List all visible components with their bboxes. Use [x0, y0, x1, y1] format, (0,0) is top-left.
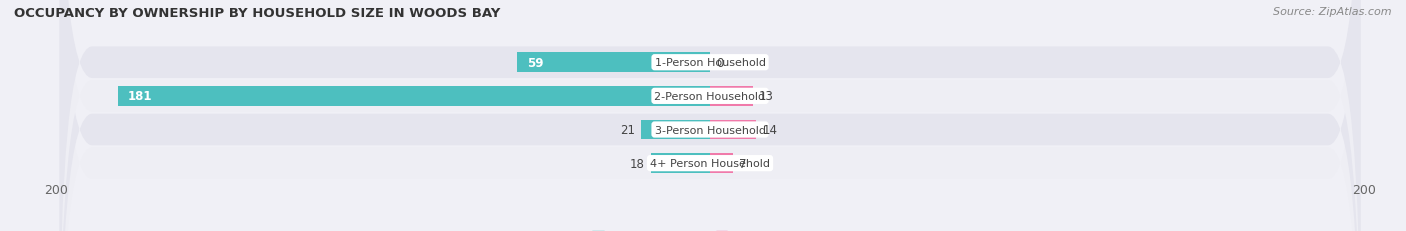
FancyBboxPatch shape	[59, 0, 1361, 231]
Legend: Owner-occupied, Renter-occupied: Owner-occupied, Renter-occupied	[586, 226, 834, 231]
Bar	[710, 87, 752, 106]
Text: 181: 181	[128, 90, 153, 103]
Text: OCCUPANCY BY OWNERSHIP BY HOUSEHOLD SIZE IN WOODS BAY: OCCUPANCY BY OWNERSHIP BY HOUSEHOLD SIZE…	[14, 7, 501, 20]
Text: 13: 13	[759, 90, 773, 103]
Bar	[517, 53, 710, 73]
Bar	[710, 120, 756, 140]
Bar	[118, 87, 710, 106]
Text: Source: ZipAtlas.com: Source: ZipAtlas.com	[1274, 7, 1392, 17]
Text: 3-Person Household: 3-Person Household	[655, 125, 765, 135]
Bar	[651, 154, 710, 173]
Text: 0: 0	[717, 56, 724, 70]
Text: 1-Person Household: 1-Person Household	[655, 58, 765, 68]
FancyBboxPatch shape	[59, 0, 1361, 231]
Text: 59: 59	[527, 56, 544, 70]
Text: 18: 18	[630, 157, 644, 170]
FancyBboxPatch shape	[59, 0, 1361, 231]
Bar	[641, 120, 710, 140]
Bar	[710, 154, 733, 173]
FancyBboxPatch shape	[59, 0, 1361, 231]
Text: 2-Person Household: 2-Person Household	[654, 91, 766, 101]
Text: 14: 14	[762, 123, 778, 137]
Text: 4+ Person Household: 4+ Person Household	[650, 158, 770, 168]
Text: 21: 21	[620, 123, 636, 137]
Text: 7: 7	[740, 157, 747, 170]
